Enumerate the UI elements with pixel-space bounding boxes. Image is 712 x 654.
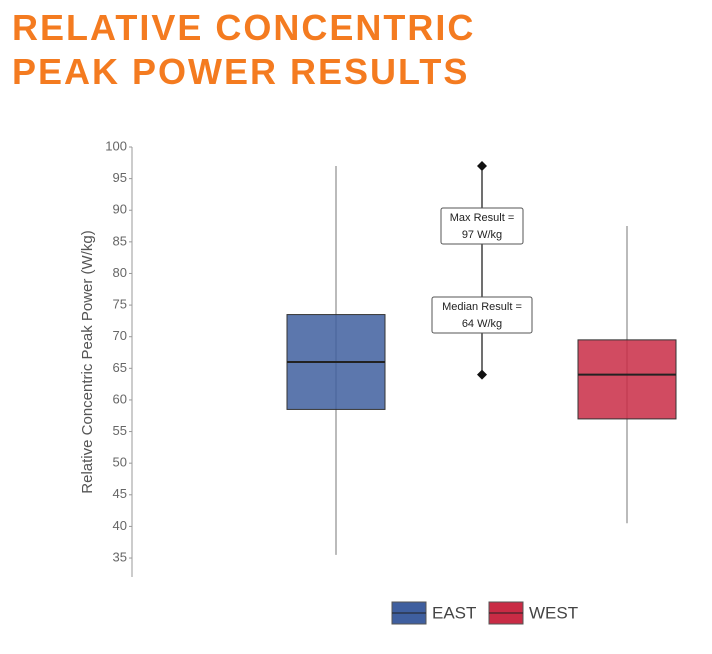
- y-tick-label: 75: [113, 297, 127, 312]
- legend-label: WEST: [529, 603, 578, 622]
- y-tick-label: 100: [105, 138, 127, 153]
- y-tick-label: 70: [113, 328, 127, 343]
- annotation-box: [440, 207, 524, 245]
- annotation-marker: [477, 369, 487, 380]
- y-axis-label: Relative Concentric Peak Power (W/kg): [79, 230, 96, 493]
- annotation-text: 97 W/kg: [462, 229, 502, 241]
- y-tick-label: 65: [113, 360, 127, 375]
- y-tick-label: 95: [113, 170, 127, 185]
- annotation-text: Max Result =: [450, 212, 515, 224]
- annotation-text: 64 W/kg: [462, 318, 502, 330]
- y-tick-label: 60: [113, 391, 127, 406]
- y-tick-label: 85: [113, 233, 127, 248]
- y-tick-label: 45: [113, 486, 127, 501]
- y-tick-label: 35: [113, 549, 127, 564]
- y-tick-label: 55: [113, 423, 127, 438]
- annotation-marker: [477, 160, 487, 171]
- y-tick-label: 80: [113, 265, 127, 280]
- legend-label: EAST: [432, 603, 476, 622]
- y-tick-label: 90: [113, 202, 127, 217]
- y-tick-label: 40: [113, 518, 127, 533]
- annotation-box: [431, 296, 533, 334]
- annotation-text: Median Result =: [442, 301, 522, 313]
- box: [577, 339, 677, 420]
- chart-title: PEAK POWER RESULTS: [12, 51, 469, 92]
- y-tick-label: 50: [113, 455, 127, 470]
- chart-title: RELATIVE CONCENTRIC: [12, 7, 475, 48]
